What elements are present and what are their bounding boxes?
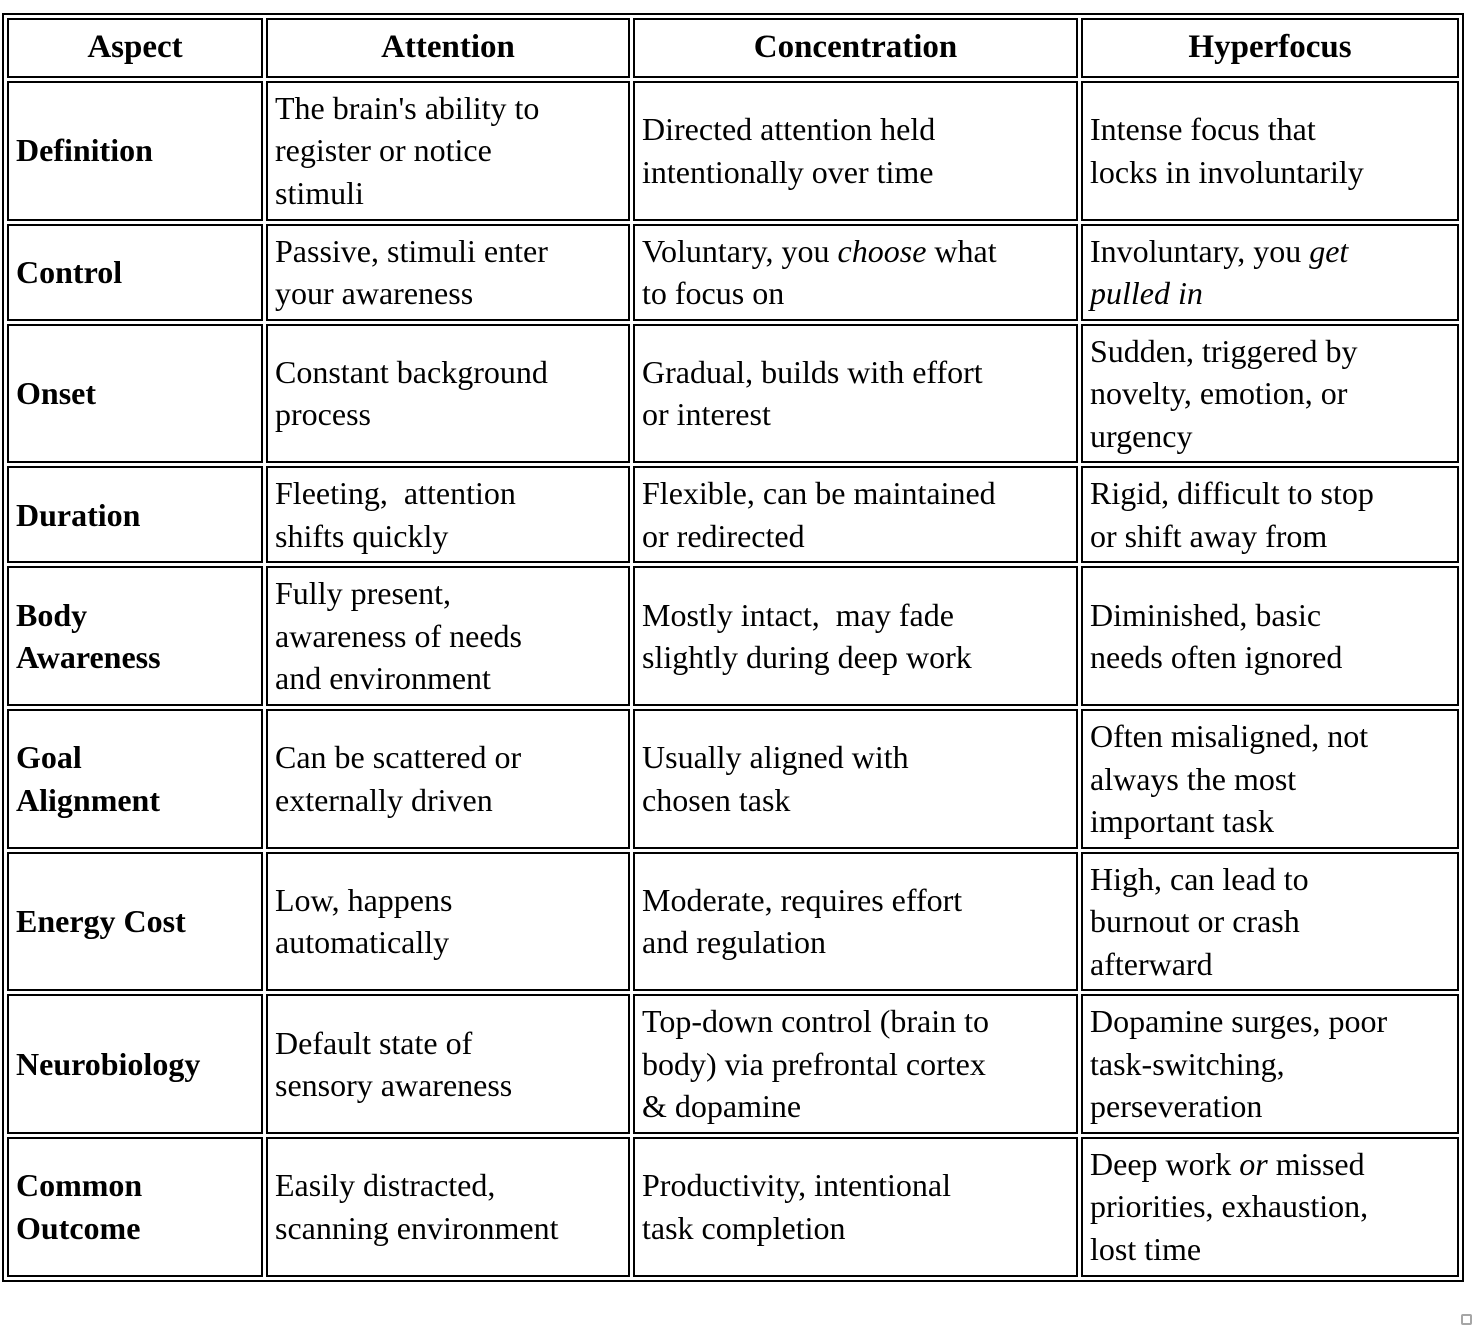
cell-aspect[interactable]: Neurobiology (7, 994, 263, 1134)
italic-text-run: or (1239, 1145, 1268, 1182)
cell-hyperfocus[interactable]: Involuntary, you get pulled in (1081, 223, 1459, 321)
table-row: Energy Cost Low, happens automatically Mod… (7, 851, 1459, 992)
table-row: Duration Fleeting, attention shifts quick… (7, 466, 1459, 564)
cell-hyperfocus[interactable]: Sudden, triggered by novelty, emotion, o… (1081, 323, 1459, 464)
table-row: Body Awareness Fully present, awareness o… (7, 566, 1459, 706)
cell-hyperfocus[interactable]: Rigid, difficult to stop or shift away f… (1081, 466, 1459, 564)
text-run: Neurobiology (16, 1045, 201, 1082)
cell-aspect[interactable]: Goal Alignment (7, 708, 263, 849)
text-run: Body Awareness (16, 596, 161, 676)
table-row: Onset Constant background process Gradual,… (7, 323, 1459, 464)
text-run: Moderate, requires effort and regulation (642, 881, 963, 961)
cell-attention[interactable]: Easily distracted, scanning environment (266, 1136, 630, 1277)
text-run: Energy Cost (16, 903, 186, 940)
table-header: Aspect Attention Concentration Hyperfocu… (7, 18, 1459, 78)
text-run: Sudden, triggered by novelty, emotion, o… (1090, 332, 1358, 454)
cell-hyperfocus[interactable]: Often misaligned, not always the most im… (1081, 708, 1459, 849)
text-run: Easily distracted, scanning environment (275, 1167, 559, 1246)
table-row: Common Outcome Easily distracted, scannin… (7, 1136, 1459, 1277)
text-run: The brain's ability to register or notic… (275, 89, 540, 211)
text-run: missed priorities, exhaustion, lost time (1090, 1145, 1369, 1267)
cell-hyperfocus[interactable]: Dopamine surges, poor task-switching, pe… (1081, 994, 1459, 1134)
text-run: Goal Alignment (16, 739, 160, 818)
cell-attention[interactable]: Can be scattered or externally driven (266, 708, 630, 849)
text-run: Diminished, basic needs often ignored (1090, 596, 1343, 676)
text-run: Deep work (1090, 1145, 1240, 1182)
text-run: High, can lead to burnout or crash after… (1090, 860, 1309, 982)
text-run: Common Outcome (16, 1167, 143, 1246)
text-run: what to focus on (642, 232, 997, 312)
text-run: Definition (16, 132, 153, 169)
cell-concentration[interactable]: Directed attention held intentionally ov… (633, 80, 1078, 221)
text-run: Voluntary, you (642, 232, 838, 269)
header-cell-aspect[interactable]: Aspect (7, 18, 263, 78)
italic-text-run: choose (837, 232, 927, 269)
cell-aspect[interactable]: Definition (7, 80, 263, 221)
text-run: Default state of sensory awareness (275, 1024, 513, 1104)
cell-attention[interactable]: Fleeting, attention shifts quickly (266, 466, 630, 564)
text-run: Onset (16, 375, 96, 412)
cell-attention[interactable]: Passive, stimuli enter your awareness (266, 223, 630, 321)
cell-concentration[interactable]: Usually aligned with chosen task (633, 708, 1078, 849)
cell-attention[interactable]: Low, happens automatically (266, 851, 630, 992)
text-run: Fleeting, attention shifts quickly (275, 475, 516, 554)
text-run: Rigid, difficult to stop or shift away f… (1090, 475, 1374, 554)
text-run: Duration (16, 496, 141, 533)
text-run: Constant background process (275, 353, 548, 433)
cell-attention[interactable]: Constant background process (266, 323, 630, 464)
header-cell-attention[interactable]: Attention (266, 18, 630, 78)
text-run: Often misaligned, not always the most im… (1090, 717, 1369, 840)
cell-hyperfocus[interactable]: Intense focus that locks in involuntaril… (1081, 80, 1459, 221)
text-run: Top-down control (brain to body) via pre… (642, 1003, 990, 1125)
header-cell-concentration[interactable]: Concentration (633, 18, 1078, 78)
cell-concentration[interactable]: Moderate, requires effort and regulation (633, 851, 1078, 992)
table-row: Definition The brain's ability to registe… (7, 80, 1459, 221)
header-row: Aspect Attention Concentration Hyperfocu… (7, 18, 1459, 78)
cell-aspect[interactable]: Control (7, 223, 263, 321)
cell-aspect[interactable]: Onset (7, 323, 263, 464)
comparison-table: Aspect Attention Concentration Hyperfocu… (2, 13, 1464, 1282)
cell-concentration[interactable]: Flexible, can be maintained or redirecte… (633, 466, 1078, 564)
cell-concentration[interactable]: Voluntary, you choose what to focus on (633, 223, 1078, 321)
cell-concentration[interactable]: Top-down control (brain to body) via pre… (633, 994, 1078, 1134)
table-row: Goal Alignment Can be scattered or extern… (7, 708, 1459, 849)
text-run: Mostly intact, may fade slightly during … (642, 596, 972, 676)
table-resize-handle-icon[interactable] (1461, 1314, 1472, 1325)
cell-hyperfocus[interactable]: Diminished, basic needs often ignored (1081, 566, 1459, 706)
table-body: Definition The brain's ability to registe… (7, 80, 1459, 1277)
text-run: Usually aligned with chosen task (642, 739, 909, 818)
cell-aspect[interactable]: Energy Cost (7, 851, 263, 992)
table-row: Neurobiology Default state of sensory awa… (7, 994, 1459, 1134)
text-run: Directed attention held intentionally ov… (642, 111, 936, 190)
header-cell-hyperfocus[interactable]: Hyperfocus (1081, 18, 1459, 78)
text-run: Involuntary, you (1090, 232, 1310, 269)
italic-text-run: get pulled in (1090, 232, 1349, 312)
cell-concentration[interactable]: Gradual, builds with effort or interest (633, 323, 1078, 464)
cell-aspect[interactable]: Common Outcome (7, 1136, 263, 1277)
text-run: Low, happens automatically (275, 881, 453, 961)
cell-aspect[interactable]: Duration (7, 466, 263, 564)
text-run: Intense focus that locks in involuntaril… (1090, 111, 1364, 190)
text-run: Fully present, awareness of needs and en… (275, 575, 522, 697)
cell-attention[interactable]: Default state of sensory awareness (266, 994, 630, 1134)
cell-hyperfocus[interactable]: High, can lead to burnout or crash after… (1081, 851, 1459, 992)
table-row: Control Passive, stimuli enter your aware… (7, 223, 1459, 321)
text-run: Flexible, can be maintained or redirecte… (642, 475, 996, 554)
text-run: Passive, stimuli enter your awareness (275, 232, 548, 312)
cell-aspect[interactable]: Body Awareness (7, 566, 263, 706)
text-run: Productivity, intentional task completio… (642, 1167, 951, 1246)
text-run: Gradual, builds with effort or interest (642, 353, 983, 433)
cell-hyperfocus[interactable]: Deep work or missed priorities, exhausti… (1081, 1136, 1459, 1277)
text-run: Control (16, 253, 123, 290)
cell-attention[interactable]: Fully present, awareness of needs and en… (266, 566, 630, 706)
text-run: Dopamine surges, poor task-switching, pe… (1090, 1003, 1388, 1125)
cell-concentration[interactable]: Mostly intact, may fade slightly during … (633, 566, 1078, 706)
cell-concentration[interactable]: Productivity, intentional task completio… (633, 1136, 1078, 1277)
cell-attention[interactable]: The brain's ability to register or notic… (266, 80, 630, 221)
text-run: Can be scattered or externally driven (275, 739, 522, 818)
